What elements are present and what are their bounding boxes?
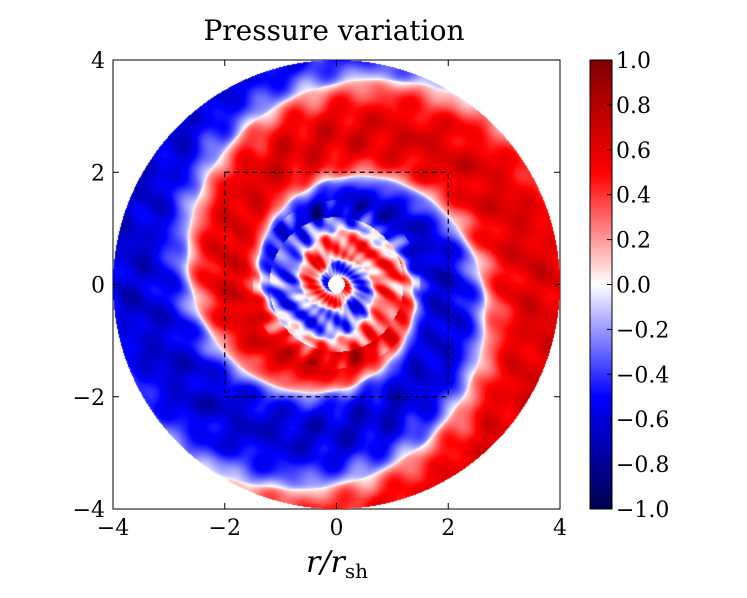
x-tick-label: 0 [330, 516, 344, 541]
y-tick-label: −4 [73, 498, 105, 523]
colorbar-tick-label: −1.0 [616, 498, 669, 523]
colorbar-tick-label: 0.2 [616, 229, 651, 254]
colorbar-ticks: 1.0 0.8 0.6 0.4 0.2 0.0 −0.2 −0.4 −0.6 −0.8 −1.0 [607, 49, 669, 523]
y-tick-label: 2 [91, 161, 105, 186]
x-tick-label: −4 [97, 516, 129, 541]
x-axis-label-main: r/r [306, 545, 346, 580]
colorbar-tick-label: 0.6 [616, 139, 651, 164]
colorbar-tick-label: −0.8 [616, 453, 669, 478]
x-tick-label: 4 [553, 516, 567, 541]
dashed-zoom-box [224, 171, 449, 398]
colorbar-tick-label: −0.6 [616, 408, 669, 433]
colorbar-tick-label: 1.0 [616, 49, 651, 74]
colorbar-tick-label: −0.4 [616, 363, 669, 388]
x-axis-label-subscript: sh [345, 559, 368, 583]
chart-title: Pressure variation [203, 14, 464, 47]
colorbar-tick-label: 0.4 [616, 184, 651, 209]
y-tick-label: 4 [91, 49, 105, 74]
colorbar-tick-label: 0.8 [616, 94, 651, 119]
x-tick-label: 2 [441, 516, 455, 541]
y-axis: −4 −2 0 2 4 [73, 49, 560, 523]
y-tick-label: −2 [73, 386, 105, 411]
colorbar-tick-label: 0.0 [616, 274, 651, 299]
pressure-heatmap [113, 60, 560, 509]
colorbar-tick-label: −0.2 [616, 318, 669, 343]
x-tick-label: −2 [209, 516, 241, 541]
y-tick-label: 0 [91, 274, 105, 299]
x-axis: −4 −2 0 2 4 [97, 60, 567, 541]
colorbar: 1.0 0.8 0.6 0.4 0.2 0.0 −0.2 −0.4 −0.6 −0.8 −1.0 [589, 49, 669, 523]
plot-area: −4 −2 0 2 4 −4 −2 0 2 4 [73, 49, 567, 541]
x-axis-label: r/rsh [306, 545, 368, 583]
